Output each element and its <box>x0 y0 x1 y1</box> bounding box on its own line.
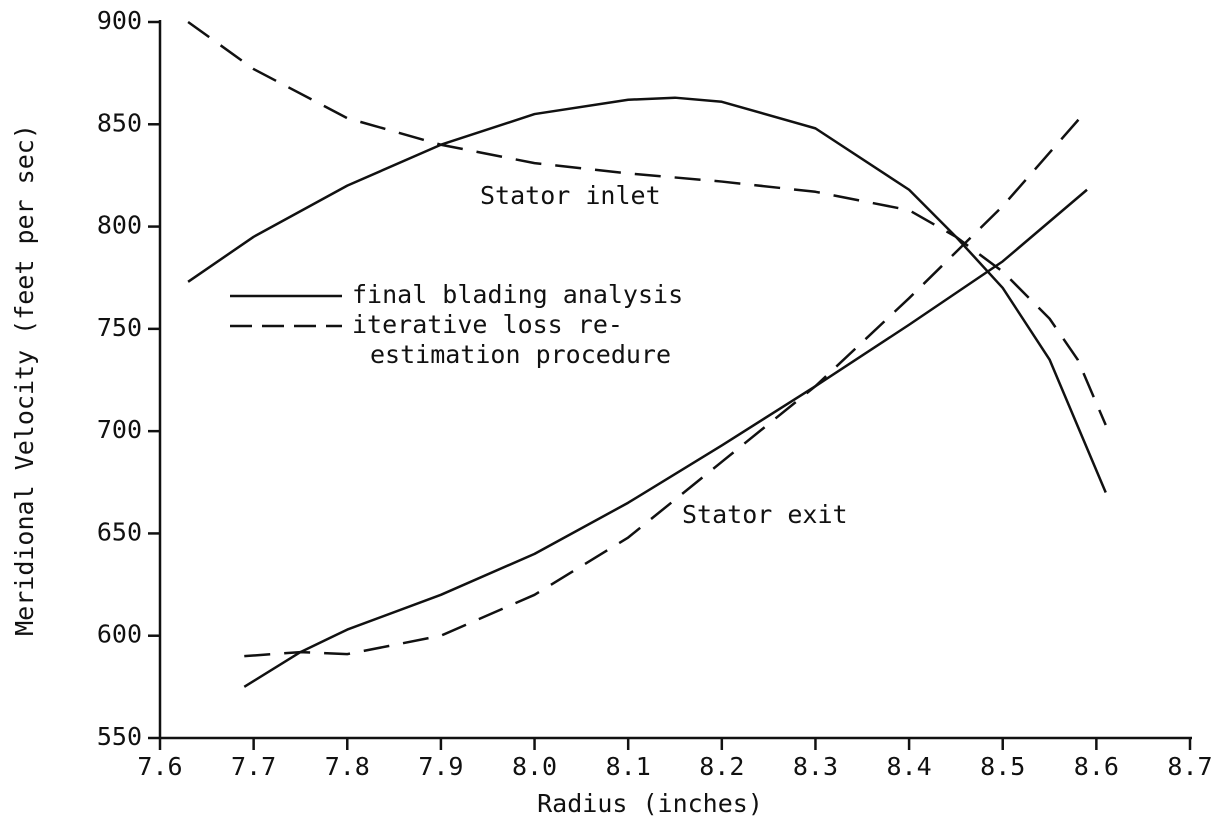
series-line <box>244 109 1088 658</box>
y-tick-label: 700 <box>97 415 142 444</box>
annotation: Stator inlet <box>480 181 661 210</box>
y-tick-label: 750 <box>97 313 142 342</box>
x-tick-label: 8.2 <box>699 752 744 781</box>
y-tick-label: 650 <box>97 517 142 546</box>
series-line <box>187 20 1107 426</box>
x-tick-label: 8.1 <box>606 752 651 781</box>
y-axis-title: Meridional Velocity (feet per sec) <box>10 124 39 636</box>
y-tick-label: 800 <box>97 211 142 240</box>
x-tick-label: 8.7 <box>1167 752 1212 781</box>
x-tick-label: 8.6 <box>1074 752 1119 781</box>
x-tick-label: 8.5 <box>980 752 1025 781</box>
y-tick-label: 850 <box>97 108 142 137</box>
x-tick-label: 7.9 <box>418 752 463 781</box>
x-tick-label: 7.8 <box>325 752 370 781</box>
x-tick-label: 7.6 <box>137 752 182 781</box>
legend-label: final blading analysis <box>352 280 683 309</box>
x-axis-title: Radius (inches) <box>537 789 763 818</box>
legend-label: iterative loss re- <box>352 310 623 339</box>
x-tick-label: 8.0 <box>512 752 557 781</box>
y-tick-label: 550 <box>97 722 142 751</box>
x-tick-label: 8.3 <box>793 752 838 781</box>
legend-label: estimation procedure <box>370 340 671 369</box>
series-line <box>187 96 1107 494</box>
y-tick-label: 900 <box>97 6 142 35</box>
annotation: Stator exit <box>682 500 848 529</box>
series-line <box>243 188 1088 688</box>
x-tick-label: 7.7 <box>231 752 276 781</box>
y-tick-label: 600 <box>97 620 142 649</box>
x-tick-label: 8.4 <box>887 752 932 781</box>
